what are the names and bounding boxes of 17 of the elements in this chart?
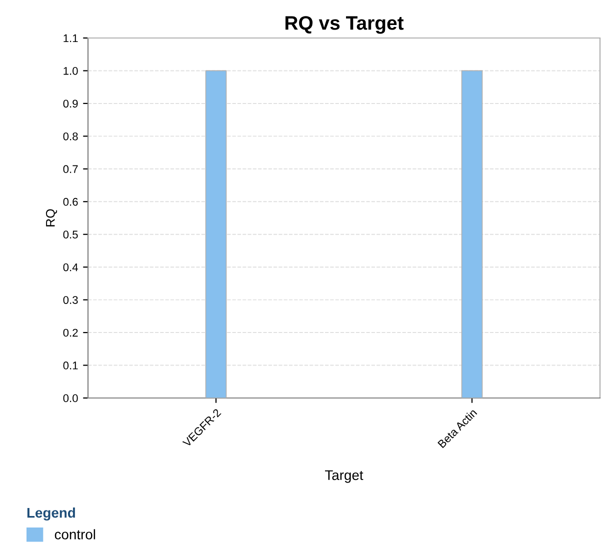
y-tick-label: 0.6 (63, 198, 78, 206)
y-tick-label: 0.0 (63, 394, 78, 402)
y-tick-label: 0.1 (63, 362, 78, 370)
y-tick-label: 0.8 (63, 132, 78, 140)
y-tick-label: 1.0 (64, 66, 78, 75)
y-axis-title: RQ (46, 209, 58, 226)
y-tick-label: 0.9 (63, 100, 78, 108)
y-tick-label: 1.1 (64, 34, 78, 42)
y-tick-label: 0.5 (63, 230, 78, 238)
chart-title: RQ vs Target (286, 16, 404, 34)
y-tick-label: 0.2 (63, 328, 78, 337)
x-axis-title: Target (325, 470, 364, 483)
y-tick-label: 0.4 (63, 263, 78, 272)
legend-label: control (54, 529, 96, 540)
legend-title: Legend (27, 508, 75, 521)
y-tick-label: 0.7 (63, 165, 78, 174)
y-tick-label: 0.3 (63, 296, 78, 304)
